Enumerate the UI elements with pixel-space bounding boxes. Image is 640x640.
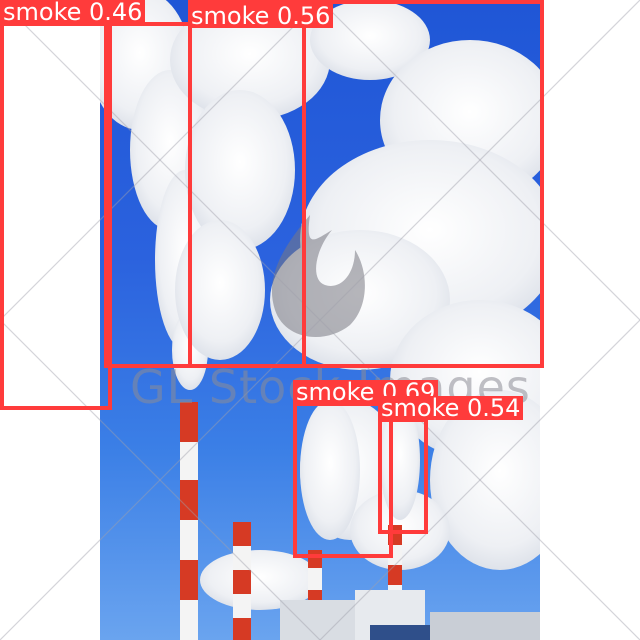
detection-label: smoke 0.46 bbox=[0, 0, 146, 24]
factory-buildings bbox=[280, 590, 540, 640]
detection-label: smoke 0.56 bbox=[188, 4, 334, 28]
left-padding bbox=[0, 0, 100, 640]
detection-box bbox=[188, 0, 544, 368]
chimney-mid bbox=[233, 522, 251, 640]
detection-box bbox=[293, 402, 393, 558]
smoke-plume-center bbox=[170, 0, 430, 360]
watermark-logo bbox=[271, 215, 365, 337]
detection-box bbox=[0, 22, 112, 410]
right-padding bbox=[540, 0, 640, 640]
detection-box bbox=[378, 418, 428, 534]
chimney-tall bbox=[180, 402, 198, 640]
detection-label: smoke 0.54 bbox=[378, 396, 524, 420]
